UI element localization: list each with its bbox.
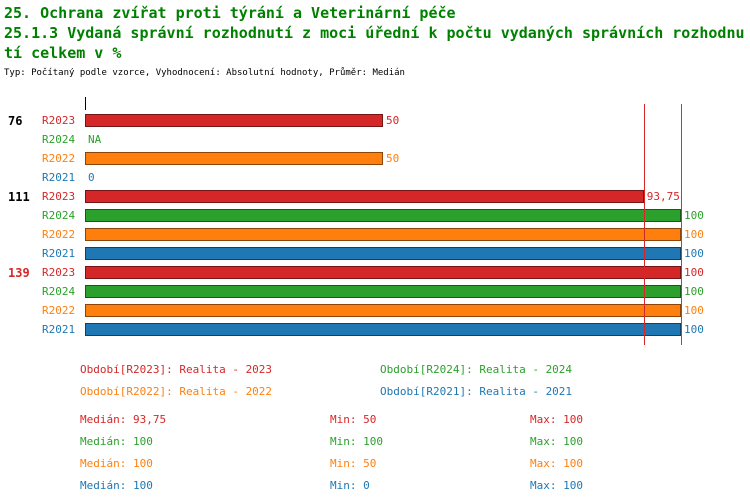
legend-item-r2024: Období[R2024]: Realita - 2024 [380,363,573,376]
bar-track: 50 [85,114,681,127]
min-cell-r2024: Min: 100 [330,435,383,448]
group-count-label: 111 [8,189,30,204]
bar-value-label: 100 [684,304,704,317]
chart-title-line2: 25.1.3 Vydaná správní rozhodnutí z moci … [4,24,745,62]
bar-value-label: 93,75 [646,190,680,203]
bar-chart: 76 R2023 50 R2024 NA R2022 50 R2021 0 111 R2023 93,… [0,97,750,349]
max-cell-r2023: Max: 100 [530,413,583,426]
bar-track: 50 [85,152,681,165]
bar-track: 93,75 [85,190,681,203]
series-label: R2024 [42,209,76,222]
min-cell-r2021: Min: 0 [330,479,370,492]
chart-subtitle: Typ: Počítaný podle vzorce, Vyhodnocení:… [4,68,405,78]
chart-row: R2022 100 [0,225,750,244]
bar [85,323,681,336]
max-cell-r2021: Max: 100 [530,479,583,492]
bar [85,304,681,317]
group-count-label: 139 [8,265,30,280]
series-label: R2022 [42,304,76,317]
bar-track: 100 [85,228,704,241]
series-label: R2023 [42,266,76,279]
median-cell-r2021: Medián: 100 [80,479,153,492]
series-label: R2023 [42,114,76,127]
chart-row: R2022 50 [0,149,750,168]
bar-value-label: 50 [386,114,400,127]
reference-line [643,104,645,345]
bar-track: 100 [85,266,704,279]
stats-table: Medián: 93,75 Min: 50 Max: 100 Medián: 100 M… [0,413,750,498]
series-label: R2023 [42,190,76,203]
legend-item-r2021: Období[R2021]: Realita - 2021 [380,385,573,398]
bar-track: 100 [85,285,704,298]
series-label: R2024 [42,133,76,146]
bar-track: 100 [85,323,704,336]
chart-rows: 76 R2023 50 R2024 NA R2022 50 R2021 0 111 R2023 93,… [0,111,750,339]
chart-row: R2024 100 [0,282,750,301]
chart-row: 111 R2023 93,75 [0,187,750,206]
legend-item-r2023: Období[R2023]: Realita - 2023 [80,363,273,376]
median-cell-r2022: Medián: 100 [80,457,153,470]
chart-header: 25. Ochrana zvířat proti týrání a Veteri… [4,3,749,78]
series-label: R2022 [42,228,76,241]
chart-row: R2024 100 [0,206,750,225]
bar [85,247,681,260]
legend-item-r2022: Období[R2022]: Realita - 2022 [80,385,273,398]
series-label: R2021 [42,171,76,184]
min-cell-r2023: Min: 50 [330,413,377,426]
chart-row: 76 R2023 50 [0,111,750,130]
chart-row: R2021 0 [0,168,750,187]
bar-value-label: 100 [684,209,704,222]
bar [85,114,383,127]
bar-track: 100 [85,209,704,222]
bar-value-label: 0 [88,171,95,184]
bar [85,152,383,165]
bar-value-label: 100 [684,323,704,336]
bar-value-label: 100 [684,247,704,260]
reference-line [681,104,682,345]
bar-track: 0 [85,171,681,184]
median-cell-r2023: Medián: 93,75 [80,413,167,426]
bar [85,285,681,298]
series-label: R2022 [42,152,76,165]
legend: Období[R2023]: Realita - 2023 Období[R202… [0,360,750,408]
bar-value-label: 100 [684,285,704,298]
chart-row: R2022 100 [0,301,750,320]
group-count-label: 76 [8,113,23,128]
bar [85,190,644,203]
bar-track: NA [85,133,681,146]
chart-title-line1: 25. Ochrana zvířat proti týrání a Veteri… [4,4,456,22]
bar [85,228,681,241]
bar [85,266,681,279]
bar-track: 100 [85,304,704,317]
bar-value-label: 100 [684,228,704,241]
min-cell-r2022: Min: 50 [330,457,377,470]
series-label: R2024 [42,285,76,298]
axis-origin-tick [85,97,86,110]
median-cell-r2024: Medián: 100 [80,435,153,448]
bar-value-label: 50 [386,152,400,165]
chart-row: 139 R2023 100 [0,263,750,282]
series-label: R2021 [42,247,76,260]
bar-value-label: 100 [684,266,704,279]
bar-track: 100 [85,247,704,260]
max-cell-r2022: Max: 100 [530,457,583,470]
max-cell-r2024: Max: 100 [530,435,583,448]
bar-value-label: NA [88,133,102,146]
chart-row: R2024 NA [0,130,750,149]
chart-row: R2021 100 [0,320,750,339]
chart-row: R2021 100 [0,244,750,263]
series-label: R2021 [42,323,76,336]
bar [85,209,681,222]
